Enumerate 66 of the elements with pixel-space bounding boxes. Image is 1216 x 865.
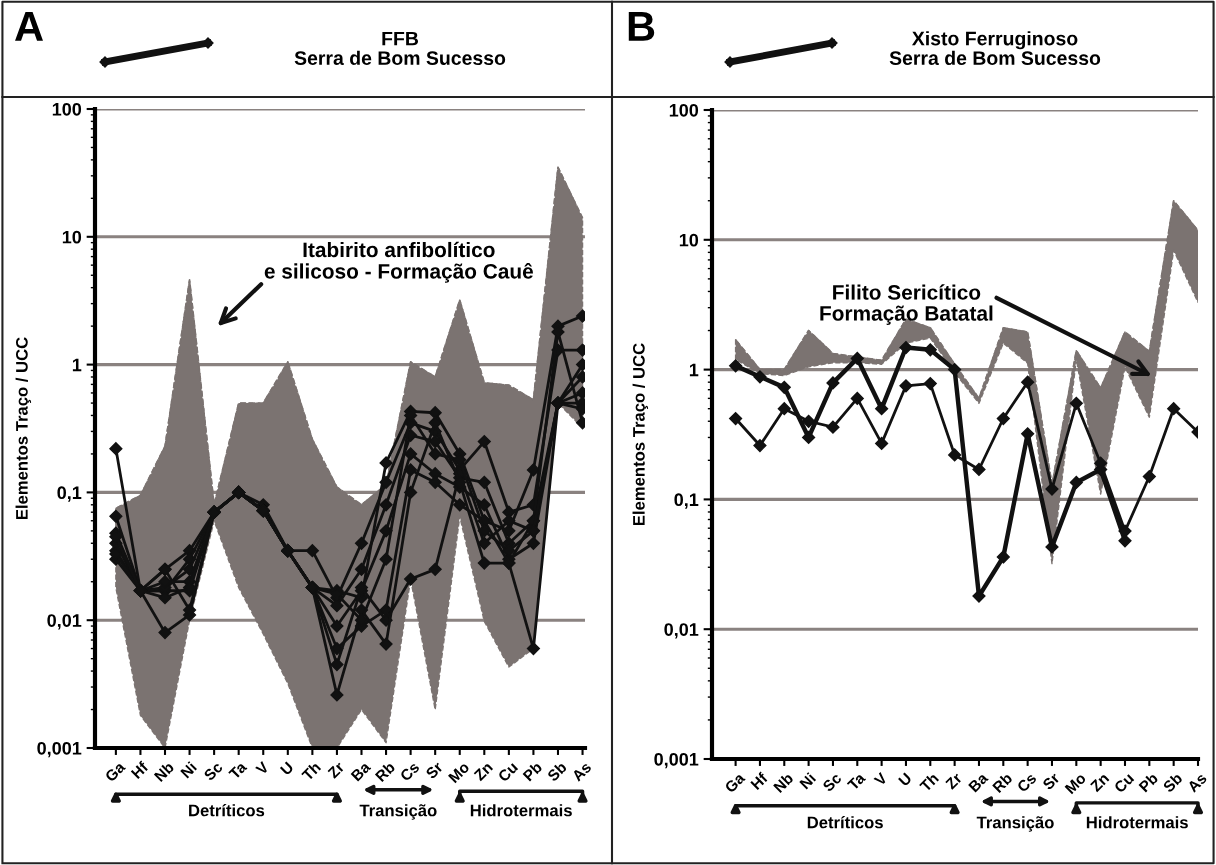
x-tick-label: Pb [522,760,543,782]
chart-title: Xisto Ferruginoso Serra de Bom Sucesso [889,31,1101,66]
x-tick-label: Zr [944,772,963,790]
text: Hidrotermais [1086,816,1188,829]
x-tick-label: Sc [203,761,224,782]
x-tick-label: Mo [1064,772,1087,795]
text: Hidrotermais [470,804,572,817]
x-tick-label: Sb [546,760,568,782]
x-tick-label: Ni [798,772,817,790]
x-tick-label: Ni [179,761,197,779]
x-tick-label: As [571,761,592,782]
x-tick-label: Nb [772,771,794,794]
y-tick-label: 100 [669,103,699,117]
x-tick-label: Cs [1016,772,1038,793]
y-tick-label: 1 [72,358,82,372]
x-tick-label: Th [300,761,322,782]
x-tick-label: V [873,771,888,787]
y-axis-title: Elementos Traço / UCC [15,337,32,520]
y-tick-label: 0,001 [654,752,699,769]
x-tick-label: Cu [497,761,519,783]
x-tick-label: Hf [130,760,149,780]
x-tick-label: Sr [1041,771,1061,791]
text: Transição [976,816,1054,832]
chart-title: FFB Serra de Bom Sucesso [294,31,506,65]
x-tick-label: Cu [1113,772,1135,794]
x-tick-label: Ba [968,771,989,793]
x-tick-label: Hf [749,771,769,791]
x-tick-label: Th [918,772,940,793]
x-tick-label: Zn [473,761,494,782]
x-tick-label: Sc [821,772,843,793]
x-tick-label: Nb [153,760,175,783]
x-tick-label: Mo [448,761,471,784]
y-tick-label: 10 [62,230,82,244]
x-tick-label: U [279,761,294,776]
x-tick-label: Zr [327,761,345,779]
text: Detríticos [807,815,883,829]
y-tick-label: 100 [52,102,82,116]
x-tick-label: Sb [1162,771,1184,793]
annotation: Filito Sericítico Formação Batatal [820,284,993,325]
x-tick-label: U [898,772,913,787]
annotation: Itabirito anfibolítico e silicoso - Formação Cauê [264,241,533,283]
y-tick-label: 1 [689,363,699,377]
x-tick-label: V [255,760,270,776]
text: Detríticos [189,803,265,817]
y-tick-label: 0,01 [664,623,699,639]
x-tick-label: Ta [846,771,867,792]
x-tick-label: Ga [104,760,127,783]
y-tick-label: 10 [679,233,699,247]
y-tick-label: 0,1 [674,493,699,509]
x-tick-label: Ta [228,760,248,781]
x-tick-label: Zn [1089,772,1110,793]
x-tick-label: Ga [724,771,746,794]
x-tick-label: As [1186,772,1208,793]
x-tick-label: Pb [1138,771,1159,793]
x-tick-label: Sr [425,760,444,780]
text: A [15,12,43,41]
x-tick-label: Ba [350,760,372,782]
x-tick-label: Rb [991,771,1013,794]
x-tick-label: Rb [374,760,396,783]
text: Transição [359,804,437,820]
y-axis-title: Elementos Traço / UCC [632,343,649,526]
y-tick-label: 0,01 [47,614,82,630]
y-tick-label: 0,1 [57,486,82,502]
text: B [628,12,655,41]
x-tick-label: Cs [399,761,420,782]
y-tick-label: 0,001 [37,741,82,758]
